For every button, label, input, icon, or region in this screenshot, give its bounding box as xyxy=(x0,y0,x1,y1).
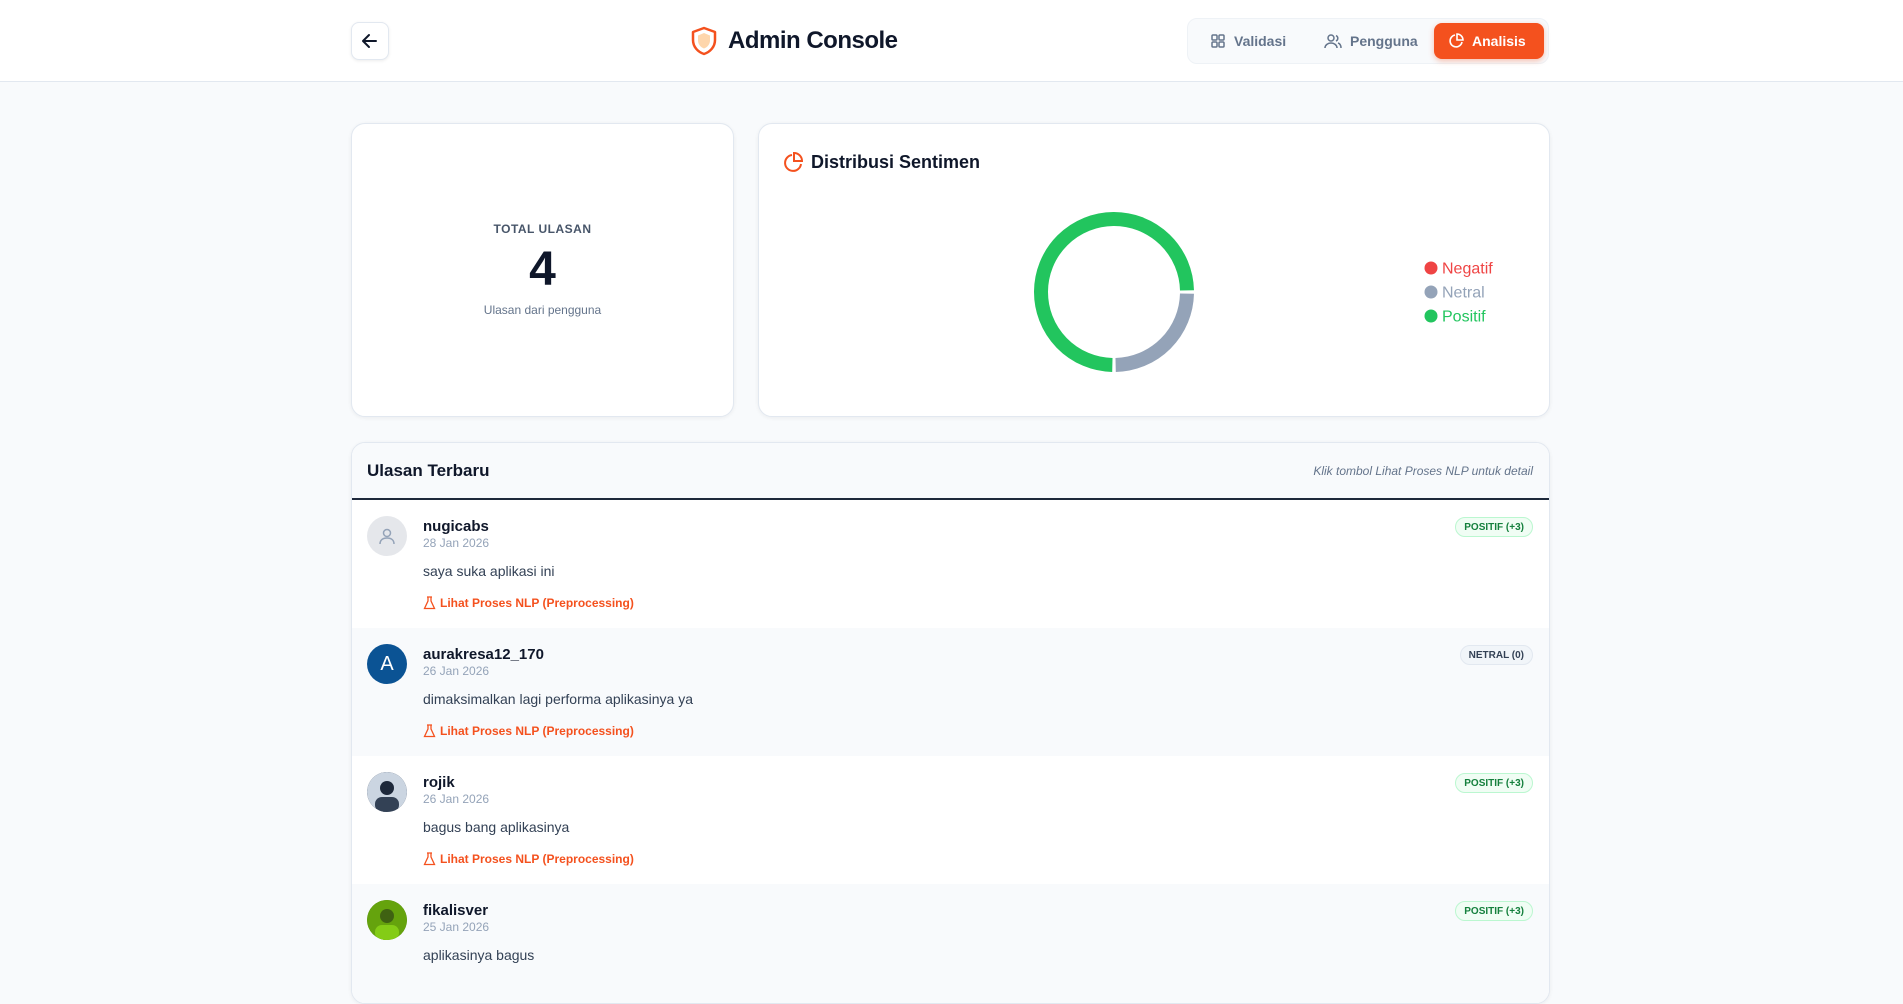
nav-label: Validasi xyxy=(1234,33,1287,49)
photo xyxy=(367,900,407,940)
nlp-link-label: Lihat Proses NLP (Preprocessing) xyxy=(440,852,634,866)
chart-icon xyxy=(784,152,804,172)
list-hint: Klik tombol Lihat Proses NLP untuk detai… xyxy=(1313,464,1533,478)
sentiment-badge: NETRAL (0) xyxy=(1459,645,1533,665)
review-row: nugicabs 28 Jan 2026 saya suka aplikasi in… xyxy=(352,500,1549,629)
nlp-link[interactable]: Lihat Proses NLP (Preprocessing) xyxy=(423,852,634,866)
flask-icon xyxy=(423,724,436,738)
review-text: saya suka aplikasi ini xyxy=(423,563,555,579)
pie-icon xyxy=(1449,33,1464,48)
review-date: 25 Jan 2026 xyxy=(423,920,490,934)
avatar xyxy=(367,900,407,940)
review-row: fikalisver 25 Jan 2026 aplikasinya bagus PO… xyxy=(352,884,1549,1003)
donut-segment xyxy=(1115,293,1194,372)
legend-label: Positif xyxy=(1442,309,1486,326)
review-date: 28 Jan 2026 xyxy=(423,536,490,550)
review-text: bagus bang aplikasinya xyxy=(423,819,570,835)
user-icon xyxy=(379,528,395,545)
review-date: 26 Jan 2026 xyxy=(423,664,490,678)
user-name: aurakresa12_170 xyxy=(423,646,544,663)
back-button[interactable] xyxy=(351,22,389,60)
user-name: rojik xyxy=(423,774,455,791)
list-header: Ulasan Terbaru Klik tombol Lihat Proses … xyxy=(352,443,1549,500)
nav-analisis[interactable]: Analisis xyxy=(1434,23,1544,59)
user-name: fikalisver xyxy=(423,902,489,919)
review-text: aplikasinya bagus xyxy=(423,947,535,963)
sentiment-badge: POSITIF (+3) xyxy=(1455,773,1533,793)
user-name: nugicabs xyxy=(423,518,489,535)
donut-segment xyxy=(1034,212,1194,372)
avatar: A xyxy=(367,644,407,684)
header: Admin Console Validasi Pengguna Analisis xyxy=(0,0,1903,82)
total-card: TOTAL ULASAN 4 Ulasan dari pengguna xyxy=(351,123,734,417)
donut-chart: Negatif Netral Positif xyxy=(1034,212,1493,372)
nlp-link[interactable]: Lihat Proses NLP (Preprocessing) xyxy=(423,596,634,610)
legend-swatch xyxy=(1424,261,1438,275)
back-icon xyxy=(362,34,377,48)
total-label: TOTAL ULASAN xyxy=(493,222,592,236)
nlp-link-label: Lihat Proses NLP (Preprocessing) xyxy=(440,596,634,610)
review-date: 26 Jan 2026 xyxy=(423,792,490,806)
sentiment-badge: POSITIF (+3) xyxy=(1455,901,1533,921)
nav-label: Pengguna xyxy=(1350,33,1418,49)
app-title: Admin Console xyxy=(728,27,898,54)
sentiment-badge: POSITIF (+3) xyxy=(1455,517,1533,537)
legend-swatch xyxy=(1424,285,1438,299)
avatar xyxy=(367,516,407,556)
review-text: dimaksimalkan lagi performa aplikasinya … xyxy=(423,691,694,707)
legend-label: Netral xyxy=(1442,285,1485,302)
chart-title: Distribusi Sentimen xyxy=(811,152,981,172)
review-list: Ulasan Terbaru Klik tombol Lihat Proses … xyxy=(351,442,1550,1004)
photo xyxy=(367,772,407,812)
nav-validasi[interactable]: Validasi xyxy=(1196,23,1300,59)
review-row: rojik 26 Jan 2026 bagus bang aplikasinya PO… xyxy=(352,756,1549,885)
shield-icon xyxy=(691,26,717,56)
nav-label: Analisis xyxy=(1472,33,1526,49)
grid-icon xyxy=(1211,34,1225,48)
list-title: Ulasan Terbaru xyxy=(367,461,490,480)
nav-pengguna[interactable]: Pengguna xyxy=(1310,23,1432,59)
brand: Admin Console xyxy=(690,24,898,58)
nlp-link[interactable]: Lihat Proses NLP (Preprocessing) xyxy=(423,724,634,738)
legend-swatch xyxy=(1424,309,1438,323)
total-caption: Ulasan dari pengguna xyxy=(483,303,602,317)
avatar xyxy=(367,772,407,812)
chart-card: Distribusi Sentimen Negatif Netral Positif xyxy=(758,123,1550,417)
users-icon xyxy=(1324,34,1342,49)
nlp-link-label: Lihat Proses NLP (Preprocessing) xyxy=(440,724,634,738)
total-value: 4 xyxy=(529,243,556,296)
flask-icon xyxy=(423,596,436,610)
flask-icon xyxy=(423,852,436,866)
nav: Validasi Pengguna Analisis xyxy=(1187,18,1549,64)
legend-label: Negatif xyxy=(1442,261,1493,278)
